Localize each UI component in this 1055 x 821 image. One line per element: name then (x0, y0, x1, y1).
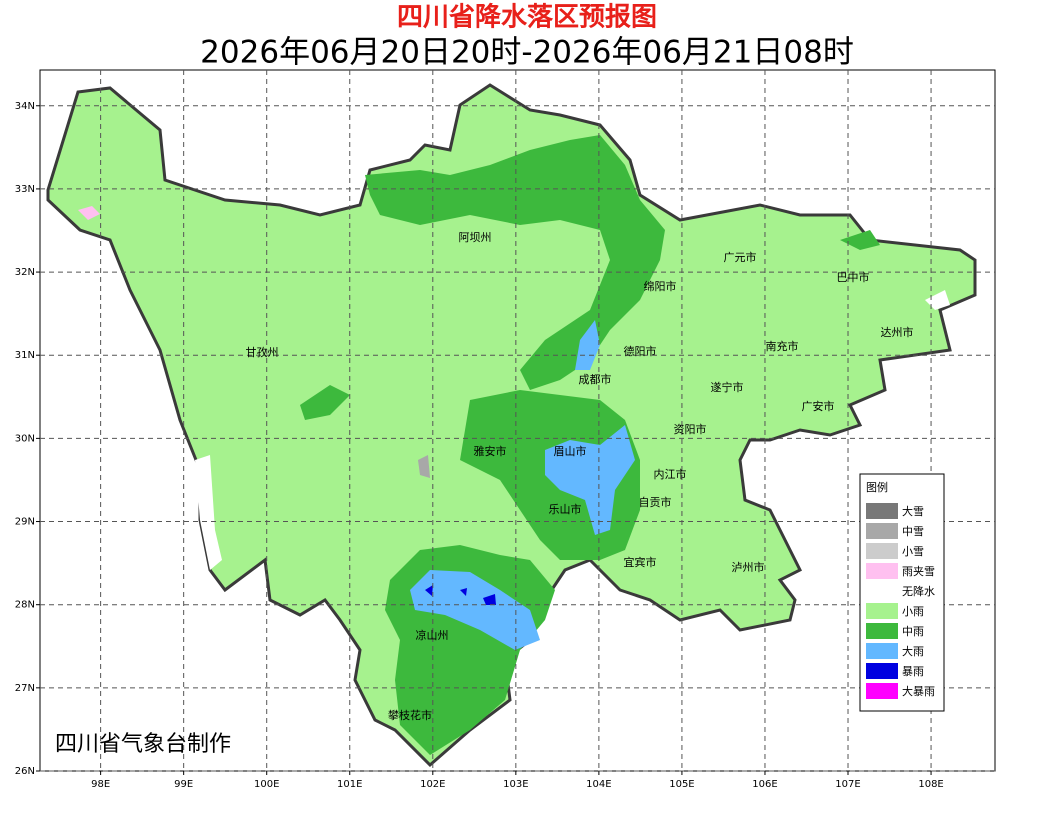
city-label: 内江市 (654, 467, 687, 481)
city-label: 遂宁市 (711, 380, 744, 394)
city-label: 凉山州 (416, 628, 449, 642)
legend-label: 大雨 (902, 644, 924, 658)
legend-swatch (866, 623, 898, 639)
legend-swatch (866, 523, 898, 539)
city-label: 德阳市 (624, 344, 657, 358)
city-label: 阿坝州 (459, 230, 492, 244)
city-label: 攀枝花市 (388, 708, 432, 722)
x-tick-label: 102E (420, 779, 445, 790)
legend-swatch (866, 683, 898, 699)
city-label: 眉山市 (554, 444, 587, 458)
legend-label: 雨夹雪 (902, 565, 935, 578)
legend-swatch (866, 543, 898, 559)
no-rain (195, 455, 222, 570)
y-tick-label: 27N (15, 683, 35, 694)
moderate-snow (418, 455, 430, 478)
city-label: 雅安市 (474, 444, 507, 458)
subtitle: 2026年06月20日20时-2026年06月21日08时 (200, 35, 854, 71)
legend-label: 大雪 (902, 504, 924, 518)
city-label: 甘孜州 (246, 345, 279, 359)
legend-label: 无降水 (902, 584, 935, 598)
x-tick-label: 100E (254, 779, 279, 790)
x-tick-label: 99E (174, 779, 193, 790)
x-tick-label: 106E (752, 779, 777, 790)
x-tick-label: 108E (918, 779, 943, 790)
graticule (40, 70, 995, 772)
legend-label: 小雪 (902, 545, 924, 558)
city-label: 自贡市 (639, 495, 672, 509)
x-tick-label: 98E (91, 779, 110, 790)
legend-swatch (866, 583, 898, 599)
sleet (78, 206, 100, 220)
city-label: 宜宾市 (624, 555, 657, 569)
legend-label: 大暴雨 (902, 684, 935, 698)
city-label: 乐山市 (549, 502, 582, 516)
y-tick-label: 31N (15, 350, 35, 361)
legend-swatch (866, 563, 898, 579)
legend-swatch (866, 663, 898, 679)
city-label: 广元市 (724, 250, 757, 264)
x-tick-label: 104E (586, 779, 611, 790)
y-tick-label: 29N (15, 517, 35, 528)
y-tick-label: 30N (15, 433, 35, 444)
city-label: 南充市 (766, 339, 799, 353)
x-tick-label: 105E (669, 779, 694, 790)
credit: 四川省气象台制作 (55, 732, 231, 757)
x-tick-label: 107E (835, 779, 860, 790)
city-label: 成都市 (579, 372, 612, 386)
legend-swatch (866, 603, 898, 619)
y-tick-label: 33N (15, 184, 35, 195)
city-label: 泸州市 (732, 560, 765, 574)
y-tick-label: 34N (15, 101, 35, 112)
legend-label: 暴雨 (902, 665, 924, 678)
legend-swatch (866, 503, 898, 519)
legend-label: 中雪 (902, 525, 924, 538)
torrential-rain (425, 585, 496, 605)
heavy-rain (410, 320, 635, 650)
y-tick-label: 32N (15, 267, 35, 278)
city-label: 广安市 (802, 399, 835, 413)
city-label: 达州市 (881, 325, 914, 339)
legend-label: 小雨 (902, 605, 924, 618)
x-tick-label: 103E (503, 779, 528, 790)
city-label: 绵阳市 (644, 279, 677, 293)
x-tick-label: 101E (337, 779, 362, 790)
legend-swatch (866, 643, 898, 659)
legend-label: 中雨 (902, 625, 924, 638)
city-label: 资阳市 (674, 422, 707, 436)
legend-title: 图例 (866, 480, 888, 494)
y-tick-label: 28N (15, 600, 35, 611)
y-tick-label: 26N (15, 766, 35, 777)
city-label: 巴中市 (837, 270, 870, 284)
title: 四川省降水落区预报图 (397, 2, 657, 33)
